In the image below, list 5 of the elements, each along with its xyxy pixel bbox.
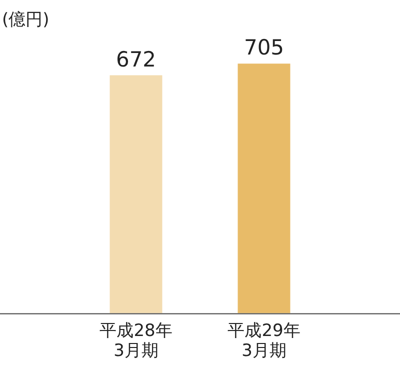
x-tick-label: 平成29年 3月期 bbox=[228, 320, 300, 362]
x-tick-label: 平成28年 3月期 bbox=[100, 320, 172, 362]
data-label: 705 bbox=[244, 36, 284, 60]
data-label: 672 bbox=[116, 47, 156, 72]
y-axis-title: (億円) bbox=[2, 9, 50, 31]
